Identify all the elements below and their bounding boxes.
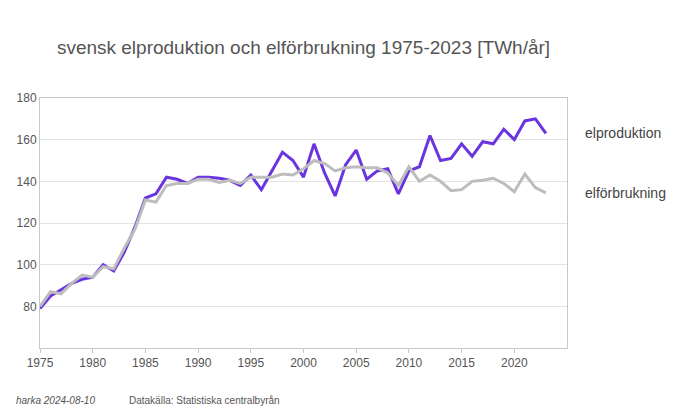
svg-text:1985: 1985 [132,356,159,370]
svg-text:1980: 1980 [79,356,106,370]
svg-text:2020: 2020 [501,356,528,370]
svg-text:2010: 2010 [396,356,423,370]
svg-text:160: 160 [17,133,37,147]
svg-text:2005: 2005 [343,356,370,370]
svg-text:180: 180 [17,91,37,105]
svg-text:1995: 1995 [237,356,264,370]
svg-text:140: 140 [17,175,37,189]
svg-text:harka 2024-08-10: harka 2024-08-10 [16,395,95,406]
svg-text:100: 100 [17,258,37,272]
svg-text:1990: 1990 [185,356,212,370]
svg-text:120: 120 [17,216,37,230]
svg-text:svensk elproduktion och elförb: svensk elproduktion och elförbrukning 19… [57,37,550,58]
svg-text:Datakälla: Statistiska central: Datakälla: Statistiska centralbyrån [129,395,280,406]
svg-text:2000: 2000 [290,356,317,370]
svg-text:elproduktion: elproduktion [585,125,661,141]
svg-text:80: 80 [23,300,37,314]
svg-text:2015: 2015 [448,356,475,370]
svg-text:elförbrukning: elförbrukning [585,185,666,201]
svg-text:1975: 1975 [27,356,54,370]
